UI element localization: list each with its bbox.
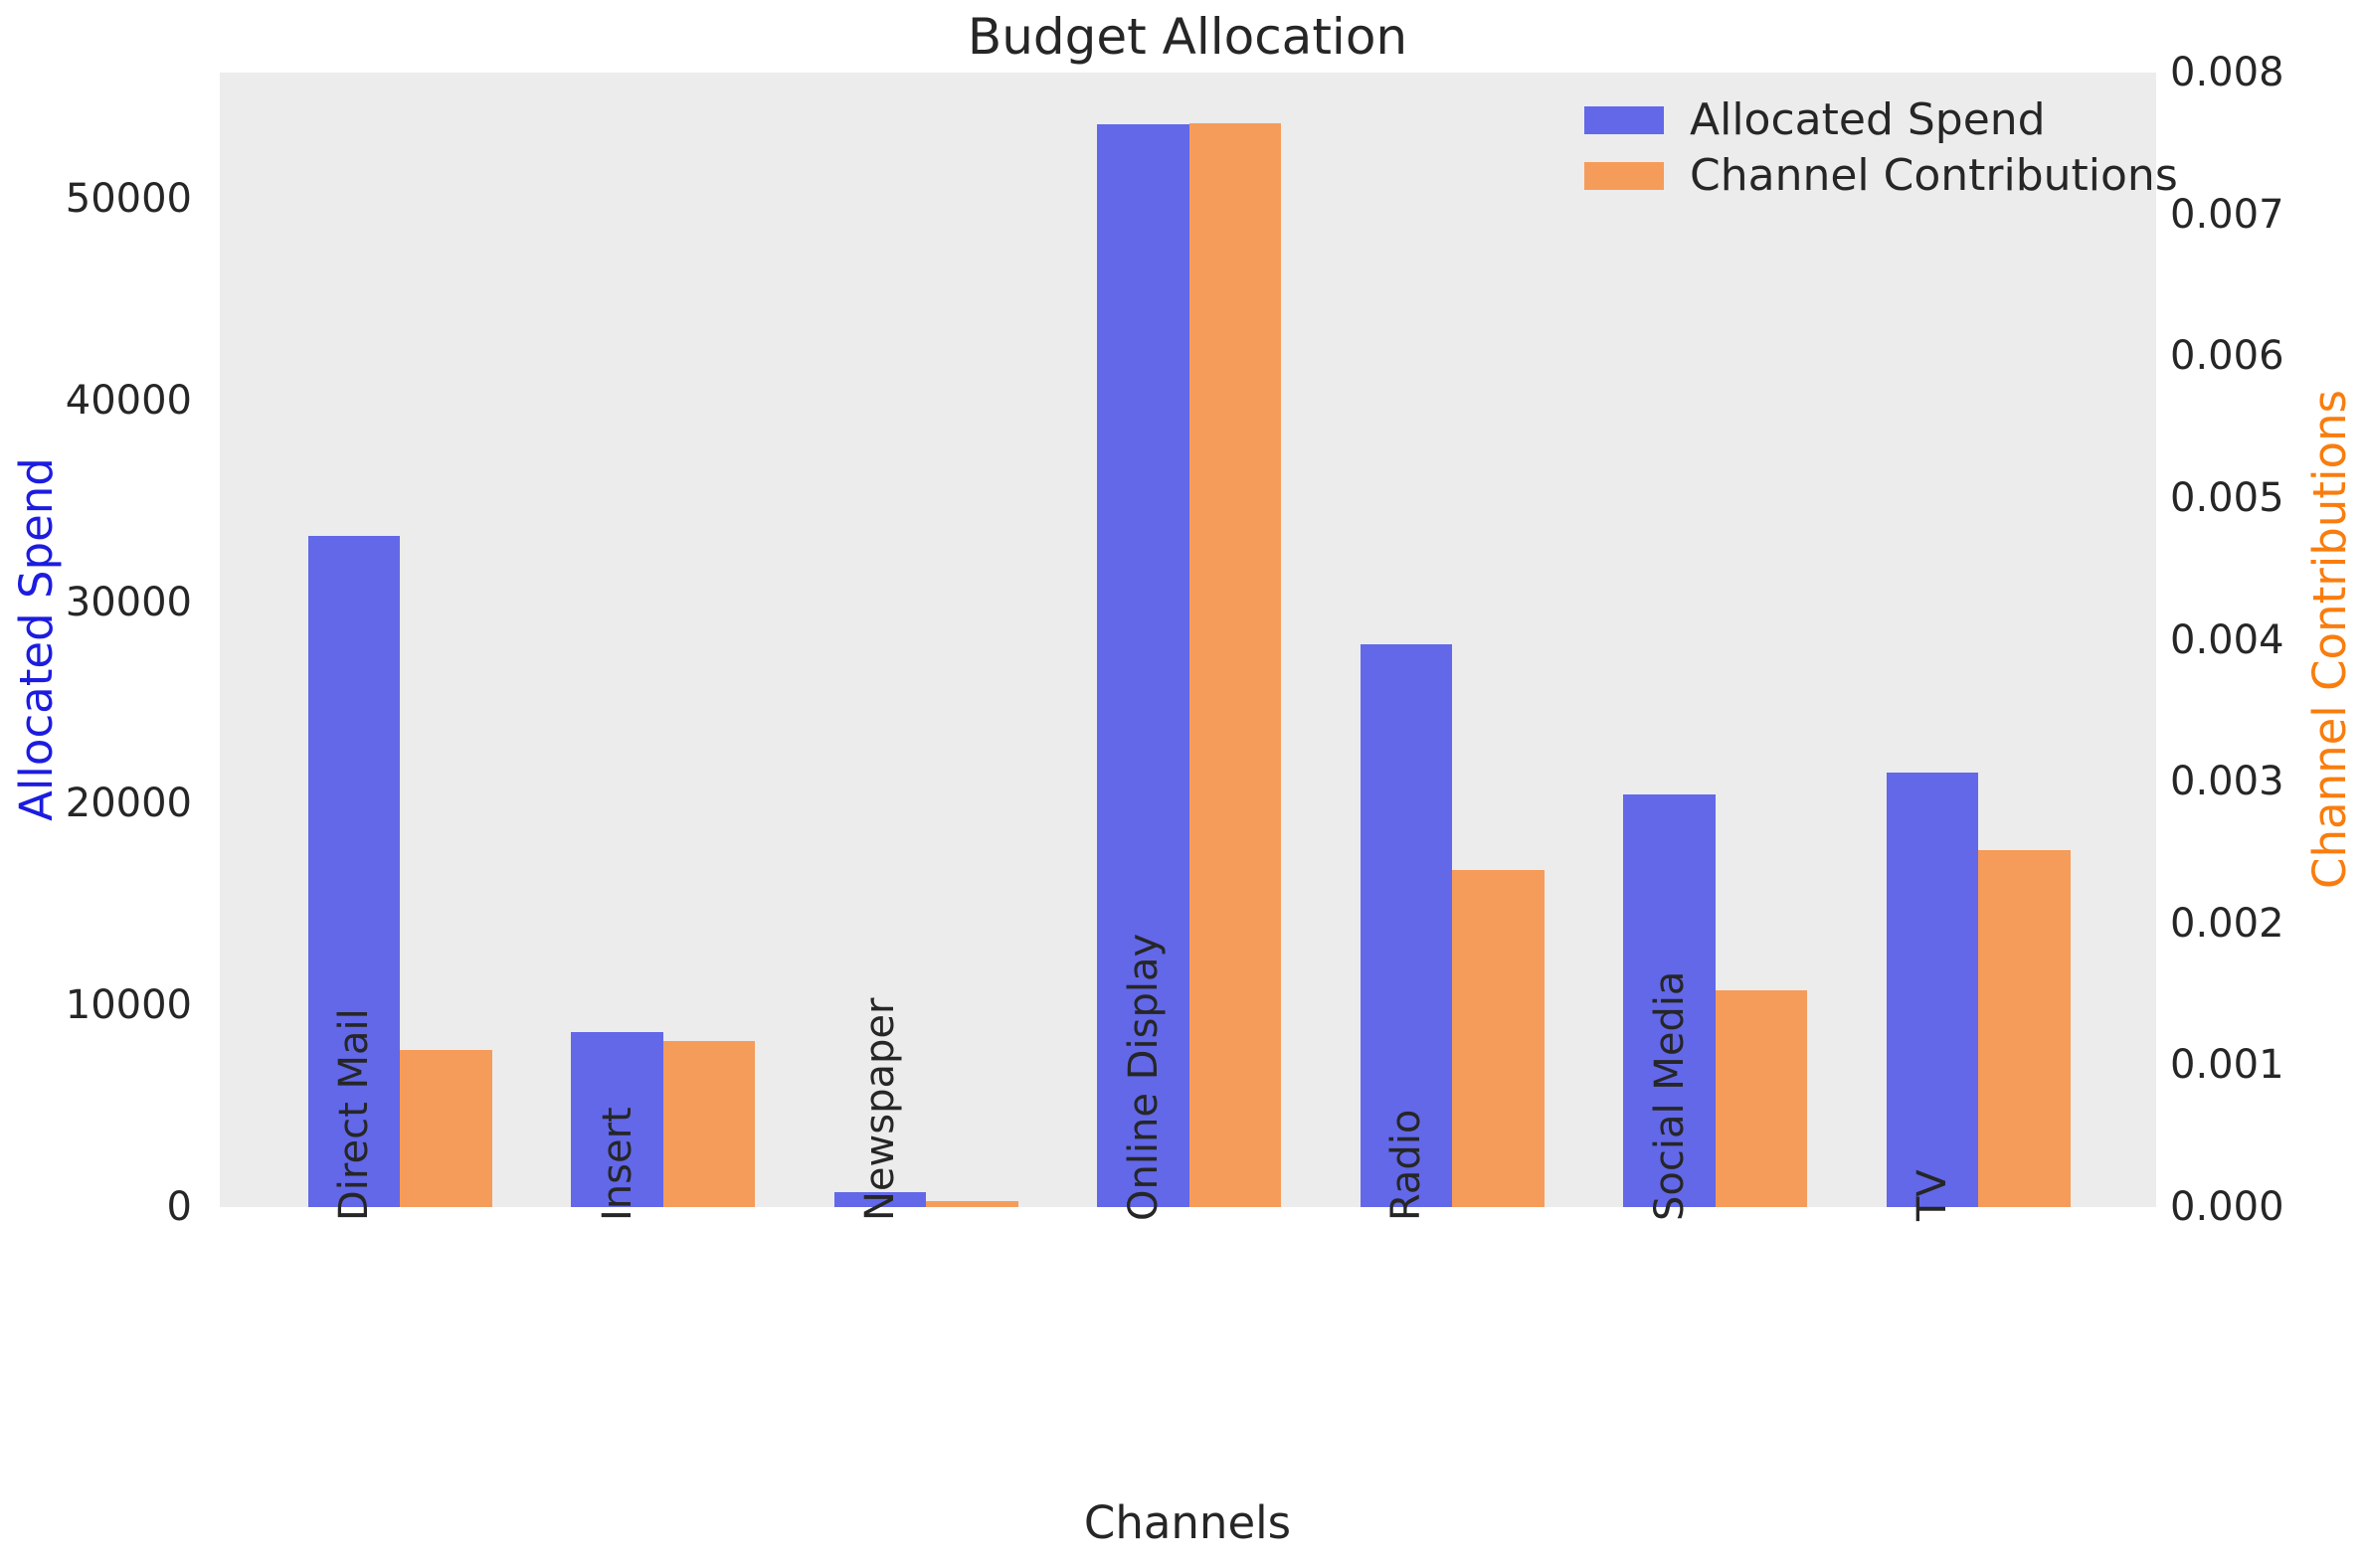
bar-insert-allocated-spend bbox=[571, 1031, 663, 1207]
x-tick-label: Newspaper bbox=[857, 997, 903, 1221]
x-tick-label: Direct Mail bbox=[331, 1008, 377, 1221]
right-y-tick-0.003: 0.003 bbox=[2170, 759, 2284, 805]
x-tick-label: Insert bbox=[594, 1107, 640, 1221]
right-y-tick-0.001: 0.001 bbox=[2170, 1042, 2284, 1089]
legend-label-channel-contributions: Channel Contributions bbox=[1690, 150, 2178, 201]
bar-newspaper-allocated-spend bbox=[833, 1191, 926, 1207]
right-y-tick-0.007: 0.007 bbox=[2170, 191, 2284, 238]
left-y-tick-20000: 20000 bbox=[65, 781, 192, 827]
bar-newspaper-channel-contributions bbox=[926, 1201, 1018, 1207]
left-y-tick-10000: 10000 bbox=[65, 982, 192, 1029]
bar-social-media-channel-contributions bbox=[1715, 989, 1807, 1207]
chart-title: Budget Allocation bbox=[967, 8, 1408, 66]
bar-online-display-channel-contributions bbox=[1188, 123, 1281, 1207]
legend-label-allocated-spend: Allocated Spend bbox=[1690, 94, 2046, 145]
x-tick-label: Online Display bbox=[1120, 933, 1167, 1221]
bar-online-display-allocated-spend bbox=[1097, 123, 1189, 1207]
legend-item-allocated-spend: Allocated Spend bbox=[1584, 94, 2178, 145]
x-tick-label: Social Media bbox=[1646, 970, 1693, 1221]
right-y-tick-0.000: 0.000 bbox=[2170, 1184, 2284, 1230]
x-tick-label: TV bbox=[1910, 1169, 1955, 1221]
right-y-tick-0.002: 0.002 bbox=[2170, 900, 2284, 947]
bar-radio-allocated-spend bbox=[1360, 644, 1452, 1207]
legend-swatch-channel-contributions bbox=[1584, 162, 1664, 190]
bar-insert-channel-contributions bbox=[662, 1041, 755, 1207]
right-y-tick-0.008: 0.008 bbox=[2170, 50, 2284, 95]
bar-direct-mail-channel-contributions bbox=[400, 1049, 492, 1207]
legend: Allocated Spend Channel Contributions bbox=[1584, 94, 2178, 201]
bar-radio-channel-contributions bbox=[1452, 869, 1545, 1207]
right-y-tick-0.006: 0.006 bbox=[2170, 333, 2284, 380]
x-tick-label: Radio bbox=[1383, 1109, 1429, 1221]
left-y-tick-0: 0 bbox=[166, 1184, 192, 1230]
bar-direct-mail-allocated-spend bbox=[307, 535, 400, 1207]
left-y-tick-30000: 30000 bbox=[65, 579, 192, 625]
right-y-tick-0.005: 0.005 bbox=[2170, 474, 2284, 521]
right-y-tick-0.004: 0.004 bbox=[2170, 616, 2284, 663]
left-y-tick-50000: 50000 bbox=[65, 175, 192, 222]
x-axis-label: Channels bbox=[1083, 1496, 1292, 1549]
left-y-tick-40000: 40000 bbox=[65, 377, 192, 424]
bar-tv-allocated-spend bbox=[1886, 772, 1978, 1207]
legend-item-channel-contributions: Channel Contributions bbox=[1584, 150, 2178, 201]
plot-area bbox=[220, 73, 2156, 1207]
bar-social-media-allocated-spend bbox=[1623, 794, 1716, 1207]
bar-tv-channel-contributions bbox=[1978, 849, 2071, 1207]
legend-swatch-allocated-spend bbox=[1584, 106, 1664, 134]
left-y-axis-label: Allocated Spend bbox=[10, 457, 63, 821]
